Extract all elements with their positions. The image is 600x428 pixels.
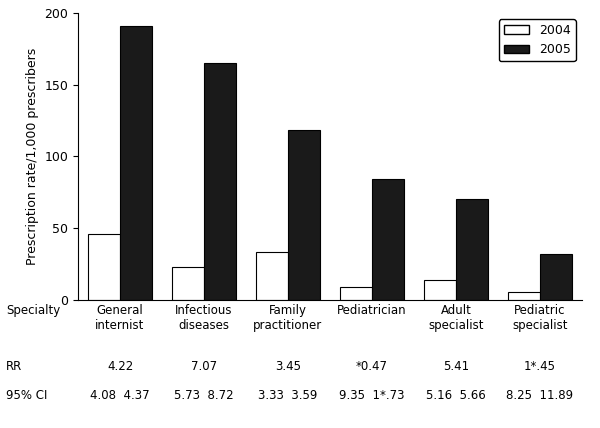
Text: 5.16  5.66: 5.16 5.66 (426, 389, 486, 402)
Text: 95% CI: 95% CI (6, 389, 47, 402)
Bar (540, 254, 572, 300)
Bar (456, 199, 488, 300)
Text: General
internist: General internist (95, 304, 145, 332)
Text: Infectious
diseases: Infectious diseases (175, 304, 233, 332)
Legend: 2004, 2005: 2004, 2005 (499, 19, 576, 61)
Text: 1*.45: 1*.45 (524, 360, 556, 372)
Text: Pediatric
specialist: Pediatric specialist (512, 304, 568, 332)
Text: 7.07: 7.07 (191, 360, 217, 372)
Text: Pediatrician: Pediatrician (337, 304, 407, 317)
Text: RR: RR (6, 360, 22, 372)
Bar (288, 131, 320, 300)
Text: Family
practitioner: Family practitioner (253, 304, 323, 332)
Bar (88, 234, 120, 300)
Text: 5.41: 5.41 (443, 360, 469, 372)
Text: 3.33  3.59: 3.33 3.59 (259, 389, 317, 402)
Text: 5.73  8.72: 5.73 8.72 (174, 389, 234, 402)
Bar (120, 26, 152, 300)
Text: 9.35  1*.73: 9.35 1*.73 (339, 389, 405, 402)
Bar (340, 287, 372, 300)
Bar (424, 279, 456, 300)
Y-axis label: Prescription rate/1,000 prescribers: Prescription rate/1,000 prescribers (26, 48, 39, 265)
Text: 3.45: 3.45 (275, 360, 301, 372)
Text: Adult
specialist: Adult specialist (428, 304, 484, 332)
Text: 4.08  4.37: 4.08 4.37 (90, 389, 150, 402)
Text: 8.25  11.89: 8.25 11.89 (506, 389, 574, 402)
Text: *0.47: *0.47 (356, 360, 388, 372)
Text: 4.22: 4.22 (107, 360, 133, 372)
Bar (204, 63, 236, 300)
Bar (172, 267, 204, 300)
Bar (508, 292, 540, 300)
Text: Specialty: Specialty (6, 304, 60, 317)
Bar (256, 252, 288, 300)
Bar (372, 179, 404, 300)
